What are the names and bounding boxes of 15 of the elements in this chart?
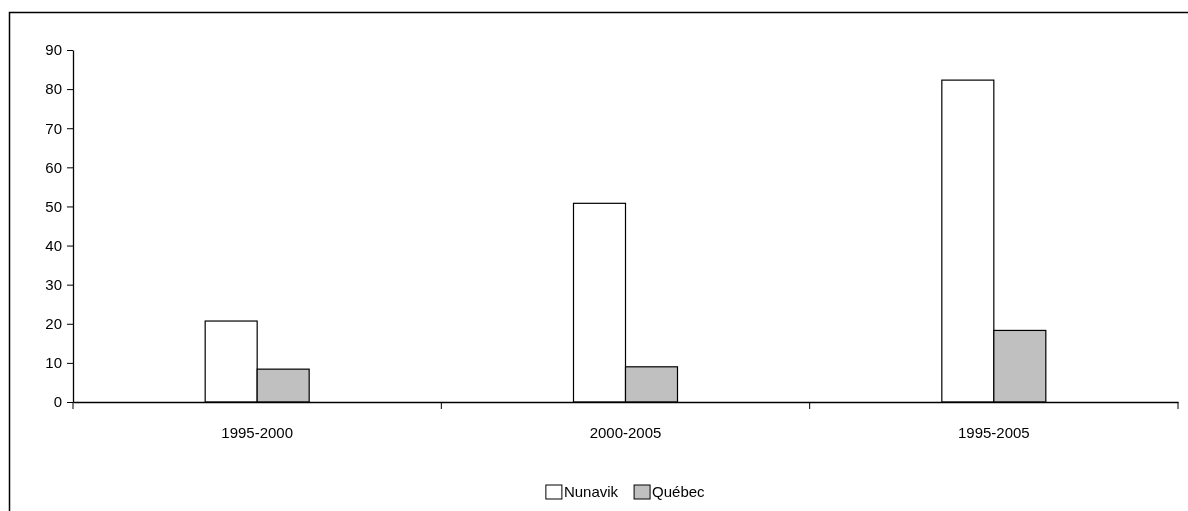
- y-tick-label: 50: [45, 197, 62, 215]
- y-tick-label: 20: [45, 315, 62, 333]
- y-tick-label: 10: [45, 354, 62, 372]
- y-tick-label: 30: [45, 275, 62, 293]
- y-tick-label: 70: [45, 119, 62, 137]
- legend-label: Québec: [652, 483, 706, 500]
- y-tick-label: 60: [45, 158, 62, 176]
- x-tick-label: 1995-2000: [221, 424, 294, 441]
- y-tick-label: 80: [45, 80, 62, 98]
- y-tick-label: 0: [53, 393, 62, 411]
- y-tick-label: 40: [45, 236, 62, 254]
- y-tick-label: 90: [45, 41, 62, 59]
- legend-label: Nunavik: [563, 483, 619, 500]
- x-tick-label: 1995-2005: [957, 424, 1030, 441]
- x-tick-label: 2000-2005: [589, 424, 662, 441]
